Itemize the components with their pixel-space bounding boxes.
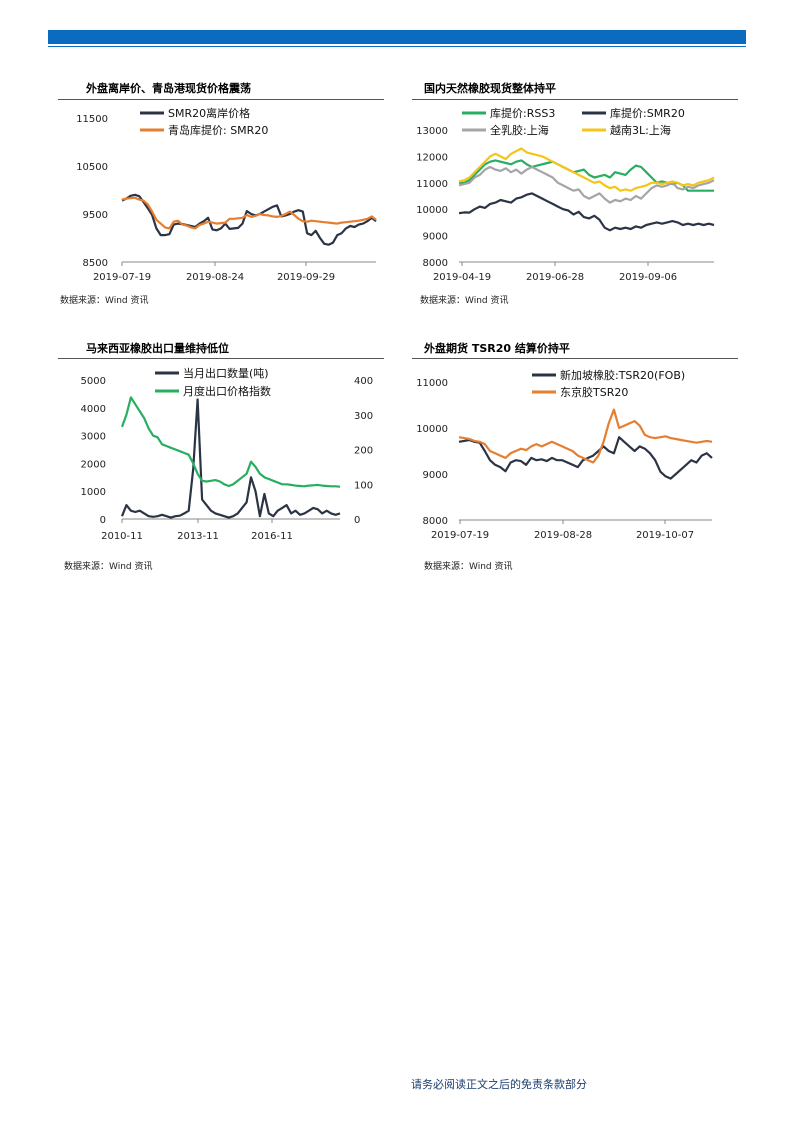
y-tick-label: 8000 <box>423 258 448 269</box>
legend-label: 库提价:SMR20 <box>610 107 685 120</box>
chart-panel-4: 8000 9000 10000 11000 2019-07-19 2019-08-28 20… <box>416 368 713 541</box>
y-tick-label: 11000 <box>416 378 448 389</box>
x-tick-label: 2013-11 <box>177 531 219 542</box>
x-tick-label: 2019-09-06 <box>619 272 677 283</box>
x-tick-label: 2019-06-28 <box>526 272 584 283</box>
y-tick-label: 8500 <box>83 258 108 269</box>
series-line-2 <box>458 192 715 232</box>
series-line-2 <box>120 396 341 488</box>
legend-label: 全乳胶:上海 <box>490 123 549 137</box>
y2-tick-label: 300 <box>354 411 373 422</box>
legend-label: 月度出口价格指数 <box>183 384 271 398</box>
series-line-4 <box>458 147 715 192</box>
legend-label: 越南3L:上海 <box>610 123 671 137</box>
y-tick-label: 12000 <box>416 152 448 163</box>
chart-panel-1: 8500 9500 10500 11500 2019-07-19 2019-08-24 20… <box>76 106 377 283</box>
y2-tick-label: 400 <box>354 376 373 387</box>
y-tick-label: 0 <box>100 515 106 526</box>
y-tick-label: 11500 <box>76 114 108 125</box>
chart-panel-3: 0 1000 2000 3000 4000 5000 0 100 200 300 400 2010-1… <box>81 366 374 542</box>
x-tick-label: 2019-07-19 <box>431 530 489 541</box>
y-tick-label: 11000 <box>416 179 448 190</box>
source-note-4: 数据来源：Wind 资讯 <box>424 562 513 572</box>
y2-tick-label: 200 <box>354 446 373 457</box>
x-tick-label: 2019-04-19 <box>433 272 491 283</box>
panel-title-4: 外盘期货 TSR20 结算价持平 <box>424 342 570 355</box>
source-note-3: 数据来源：Wind 资讯 <box>64 562 153 572</box>
legend-label: 青岛库提价: SMR20 <box>168 123 268 137</box>
y-tick-label: 10000 <box>416 205 448 216</box>
x-tick-label: 2019-07-19 <box>93 272 151 283</box>
y-tick-label: 13000 <box>416 126 448 137</box>
series-line-2 <box>458 408 713 464</box>
y2-tick-label: 0 <box>354 515 360 526</box>
y-tick-label: 4000 <box>81 404 106 415</box>
y-tick-label: 10500 <box>76 162 108 173</box>
y-tick-label: 2000 <box>81 459 106 470</box>
y-tick-label: 9500 <box>83 210 108 221</box>
series-line-1 <box>120 398 341 519</box>
series-line-3 <box>458 165 715 204</box>
x-tick-label: 2019-08-28 <box>534 530 592 541</box>
panel-rule-1 <box>58 99 384 100</box>
y-tick-label: 9000 <box>423 232 448 243</box>
x-tick-label: 2019-10-07 <box>636 530 694 541</box>
x-tick-label: 2019-09-29 <box>277 272 335 283</box>
legend-label: 东京胶TSR20 <box>560 385 628 399</box>
panel-rule-3 <box>58 358 384 359</box>
legend-label: 新加坡橡胶:TSR20(FOB) <box>560 368 685 382</box>
x-tick-label: 2019-08-24 <box>186 272 244 283</box>
source-note-2: 数据来源：Wind 资讯 <box>420 296 509 306</box>
series-line-1 <box>121 193 377 246</box>
panel-title-2: 国内天然橡胶现货整体持平 <box>424 82 556 95</box>
chart-panel-2: 8000 9000 10000 11000 12000 13000 2019-04-19 20… <box>416 107 715 283</box>
panel-rule-2 <box>412 99 738 100</box>
panel-rule-4 <box>412 358 738 359</box>
y-tick-label: 5000 <box>81 376 106 387</box>
disclaimer-footer: 请务必阅读正文之后的免责条款部分 <box>411 1078 587 1091</box>
y-tick-label: 1000 <box>81 487 106 498</box>
panel-title-3: 马来西亚橡胶出口量维持低位 <box>86 342 229 355</box>
x-tick-label: 2010-11 <box>101 531 143 542</box>
y2-tick-label: 100 <box>354 480 373 491</box>
series-line-2 <box>121 196 377 230</box>
y-tick-label: 10000 <box>416 424 448 435</box>
legend-label: 当月出口数量(吨) <box>183 366 269 380</box>
legend-label: 库提价:RSS3 <box>490 107 555 120</box>
y-tick-label: 8000 <box>423 516 448 527</box>
y-tick-label: 9000 <box>423 470 448 481</box>
header-bar <box>48 30 746 44</box>
x-tick-label: 2016-11 <box>251 531 293 542</box>
legend-label: SMR20离岸价格 <box>168 106 250 120</box>
panel-title-1: 外盘离岸价、青岛港现货价格震荡 <box>86 82 251 95</box>
y-tick-label: 3000 <box>81 432 106 443</box>
header-line <box>48 46 746 47</box>
source-note-1: 数据来源：Wind 资讯 <box>60 296 149 306</box>
